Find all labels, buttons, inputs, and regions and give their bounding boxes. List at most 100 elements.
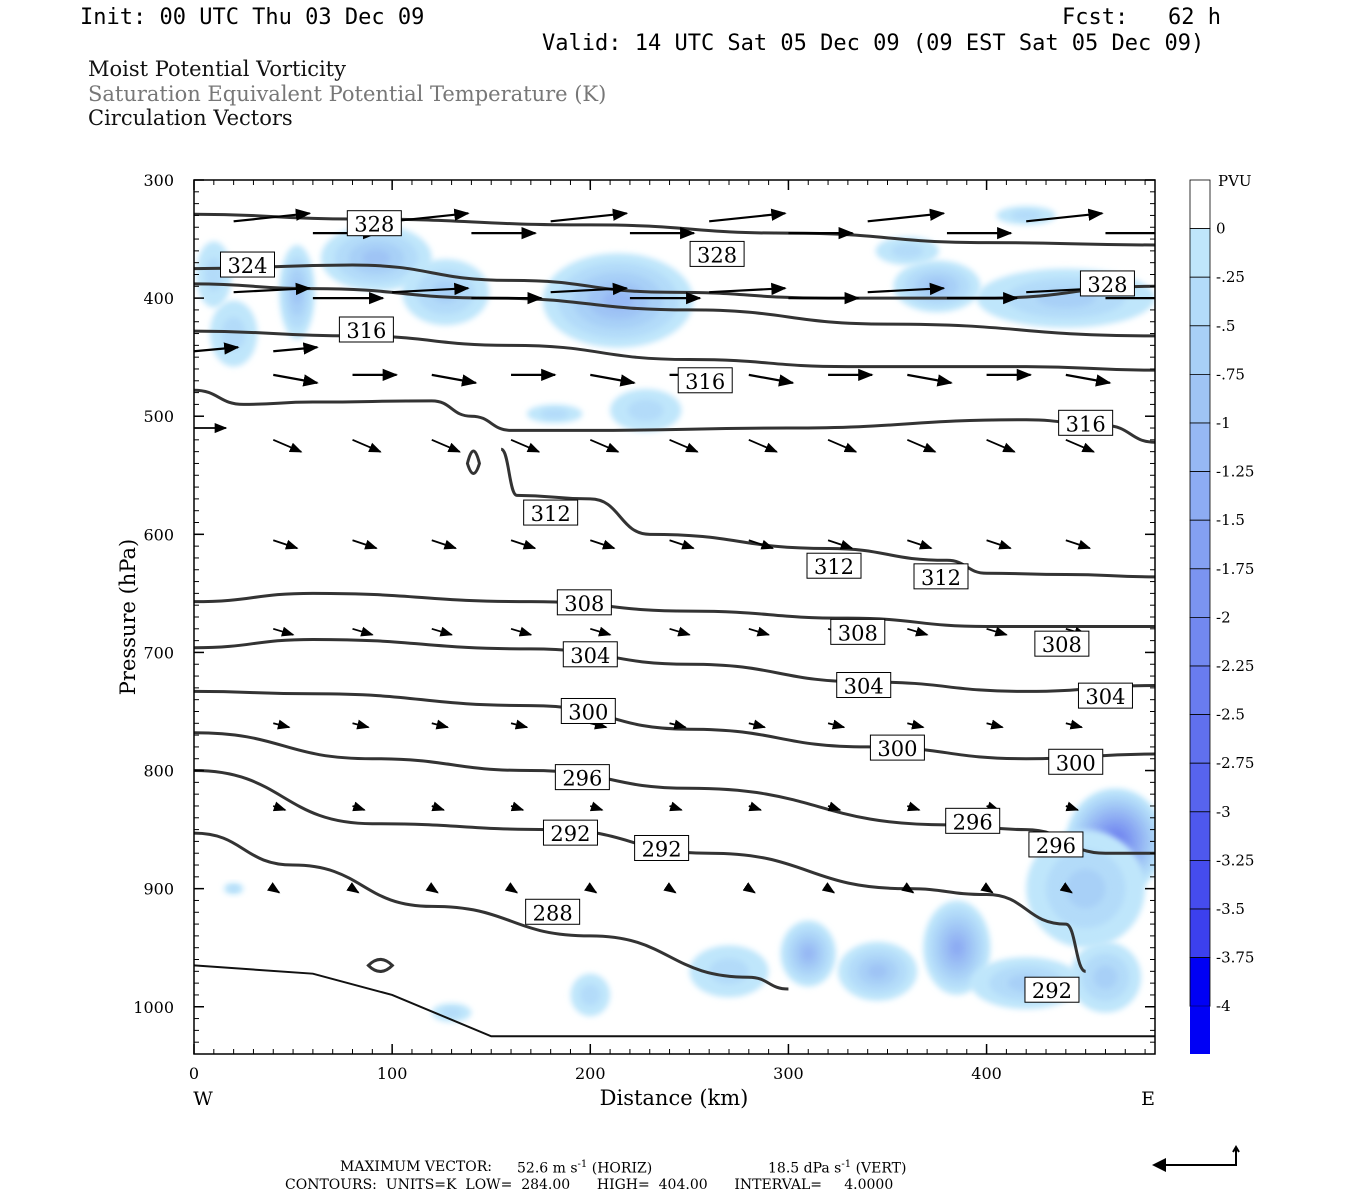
circulation-vector [748, 373, 795, 387]
circulation-vector [589, 439, 620, 453]
circulation-vector [431, 539, 457, 550]
pv-blob [441, 1007, 462, 1018]
circulation-vectors [194, 208, 1155, 894]
colorbar-label: -1.5 [1216, 511, 1245, 529]
circulation-vector [986, 439, 1016, 453]
circulation-vector [1026, 208, 1104, 223]
colorbar-label: -3 [1216, 803, 1231, 821]
circulation-vector [233, 282, 312, 296]
colorbar-swatch [1189, 422, 1211, 472]
contour-label-box [836, 672, 892, 699]
x-tick-label: 400 [971, 1064, 1002, 1083]
pv-blob [362, 249, 391, 267]
circulation-vector [669, 539, 695, 550]
contour-label-box [523, 499, 579, 526]
circulation-vector [867, 282, 946, 296]
colorbar-swatch [1189, 617, 1211, 667]
contour-closed [465, 449, 481, 475]
valid-time: Valid: 14 UTC Sat 05 Dec 09 (09 EST Sat … [542, 31, 1205, 56]
colorbar-label: -2.5 [1216, 706, 1245, 724]
colorbar-label: -.25 [1216, 268, 1245, 286]
circulation-vector [352, 539, 378, 550]
contour-label: 328 [697, 243, 737, 267]
y-tick-label: 1000 [133, 998, 174, 1017]
circulation-vector [748, 801, 762, 812]
y-tick-label: 700 [143, 643, 174, 662]
circulation-vector [1065, 801, 1080, 812]
circulation-vector [352, 719, 370, 730]
x-west-label: W [193, 1088, 213, 1110]
contour-label: 292 [1032, 979, 1072, 1003]
circulation-vector [392, 282, 470, 296]
circulation-vector [352, 801, 366, 812]
colorbar-label: -3.5 [1216, 900, 1245, 918]
contour-label: 312 [814, 555, 854, 579]
colorbar: 0 -.25 -.5 -.75 -1 -1.25 -1.5 -1.75 -2 -2.25 -2.5 -… [1189, 179, 1254, 1054]
contour-label-box [677, 367, 733, 394]
contour-label-box [634, 834, 690, 861]
contour-312 [500, 447, 1155, 579]
circulation-vector [431, 626, 453, 637]
contour-314 [194, 388, 1155, 444]
colorbar-swatch [1190, 1006, 1210, 1054]
circulation-vector [986, 539, 1012, 550]
contour-label-box [1028, 831, 1084, 858]
pv-blob [709, 958, 749, 985]
circulation-vector [980, 882, 994, 894]
colorbar-swatch [1189, 228, 1211, 278]
circulation-vector [867, 208, 946, 223]
max-vector-horiz: 52.6 m s-1 (HORIZ) [517, 1159, 653, 1177]
contour-label: 296 [1036, 834, 1076, 858]
contour-label-box [554, 764, 610, 791]
colorbar-label: -2.25 [1216, 657, 1254, 675]
contour-label: 316 [1066, 412, 1106, 436]
colorbar-swatch [1189, 762, 1211, 813]
circulation-vector [550, 282, 629, 296]
pv-blob [891, 243, 924, 258]
circulation-vector [584, 882, 598, 894]
colorbar-swatch [1189, 179, 1211, 229]
circulation-vector [748, 719, 767, 730]
contour-label-box [913, 563, 969, 590]
contour-label-box [1079, 270, 1135, 297]
contour-label: 288 [533, 901, 573, 925]
colorbar-swatch [1189, 860, 1211, 910]
contour-label: 296 [562, 767, 602, 791]
pv-blob [951, 939, 963, 956]
colorbar-swatch [1189, 665, 1211, 715]
circulation-vector [510, 719, 529, 730]
circulation-vector [748, 539, 774, 550]
circulation-vector [663, 882, 677, 894]
circulation-vector [901, 882, 915, 894]
circulation-vector [510, 801, 525, 812]
pv-blob [228, 885, 239, 892]
contour-label: 292 [550, 822, 590, 846]
circulation-vector [272, 439, 303, 453]
circulation-vector [194, 342, 240, 355]
colorbar-swatch [1189, 373, 1211, 424]
circulation-vector [431, 373, 478, 387]
colorbar-swatch [1189, 714, 1211, 764]
contour-label: 308 [564, 592, 604, 616]
circulation-vector [669, 439, 699, 453]
contour-300 [194, 689, 1155, 761]
circulation-vector [742, 882, 756, 894]
contour-label: 304 [1085, 685, 1125, 709]
pv-blob [926, 279, 948, 293]
colorbar-label: -3.75 [1216, 949, 1254, 967]
colorbar-title: PVU [1218, 172, 1252, 190]
colorbar-label: -2.75 [1216, 754, 1254, 772]
pv-blob [802, 946, 814, 961]
x-tick-label: 200 [575, 1064, 606, 1083]
legend-vectors: Circulation Vectors [88, 106, 293, 130]
colorbar-swatch [1189, 908, 1211, 958]
contour-label: 300 [877, 737, 917, 761]
x-east-label: E [1141, 1088, 1155, 1110]
contour-320 [194, 282, 1155, 338]
colorbar-label: -1 [1216, 414, 1231, 432]
contour-labels: 328 328 328 324 316 316 316 312 312 312 308 308 308 3… [219, 210, 1135, 1003]
colorbar-swatch [1189, 568, 1211, 618]
circulation-vector [827, 439, 858, 453]
contour-label: 316 [685, 370, 725, 394]
colorbar-swatch [1189, 519, 1211, 570]
